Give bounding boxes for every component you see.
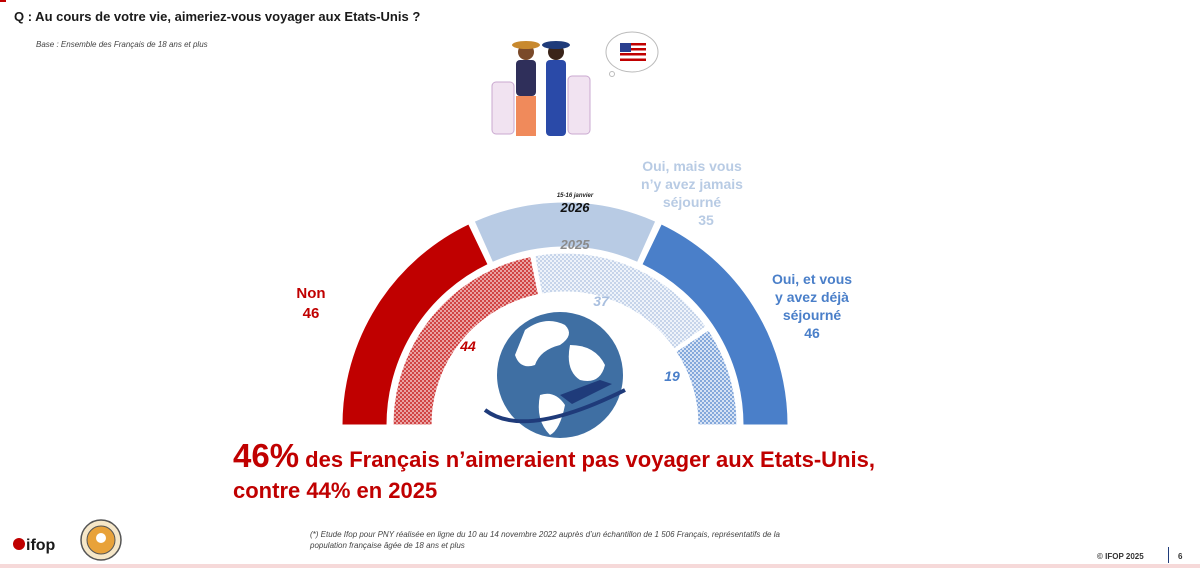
ring-inner-segment-2	[675, 329, 738, 426]
inner-label-non: 44	[459, 338, 476, 354]
us-flag-icon	[605, 31, 659, 77]
ring-outer-segment-2	[641, 223, 789, 426]
year-outer: 2026	[560, 200, 591, 215]
year-note: 15-16 janvier	[557, 193, 594, 199]
label-deja-line1: Oui, et vous	[772, 271, 852, 287]
rings-group	[341, 201, 789, 426]
badge-seal-icon	[80, 519, 122, 561]
ifop-logo-text: ifop	[26, 537, 56, 554]
label-non-title: Non	[296, 285, 325, 302]
footnote-line2: population française âgée de 18 ans et p…	[310, 541, 465, 551]
ring-outer-segment-1	[473, 201, 657, 264]
page-separator	[1168, 547, 1169, 563]
label-non-value: 46	[303, 305, 320, 322]
headline-line2: contre 44% en 2025	[233, 477, 438, 503]
label-deja-line2: y avez déjà	[775, 289, 849, 305]
label-jamais-value: 35	[698, 212, 714, 228]
headline-line1: des Français n’aimeraient pas voyager au…	[299, 447, 875, 472]
headline-big: 46%	[233, 437, 300, 474]
travelers-illustration	[491, 41, 591, 136]
ring-inner-segment-1	[534, 252, 707, 350]
year-inner: 2025	[560, 237, 591, 252]
copyright: © IFOP 2025	[1097, 552, 1144, 561]
label-jamais-line2: n’y avez jamais	[641, 176, 743, 192]
label-deja-value: 46	[804, 325, 820, 341]
footnote: (*) Etude Ifop pour PNY réalisée en lign…	[310, 529, 870, 551]
headline: 46% des Français n’aimeraient pas voyage…	[233, 436, 875, 504]
label-deja-line3: séjourné	[783, 307, 842, 323]
ring-outer-segment-0	[341, 223, 489, 426]
label-jamais-line1: Oui, mais vous	[642, 158, 742, 174]
question-title: Q : Au cours de votre vie, aimeriez-vous…	[14, 9, 421, 24]
ring-inner-segment-0	[392, 255, 540, 426]
globe-icon	[483, 312, 626, 438]
ifop-logo: ifop	[13, 537, 56, 554]
base-note: Base : Ensemble des Français de 18 ans e…	[36, 40, 208, 49]
inner-label-deja: 19	[664, 368, 680, 384]
label-jamais-line3: séjourné	[663, 194, 722, 210]
page-number: 6	[1178, 552, 1183, 561]
top-accent-bar	[0, 0, 6, 2]
footnote-line1: (*) Etude Ifop pour PNY réalisée en lign…	[310, 530, 780, 539]
inner-label-jamais: 37	[593, 293, 610, 309]
bottom-bar	[0, 564, 1200, 568]
